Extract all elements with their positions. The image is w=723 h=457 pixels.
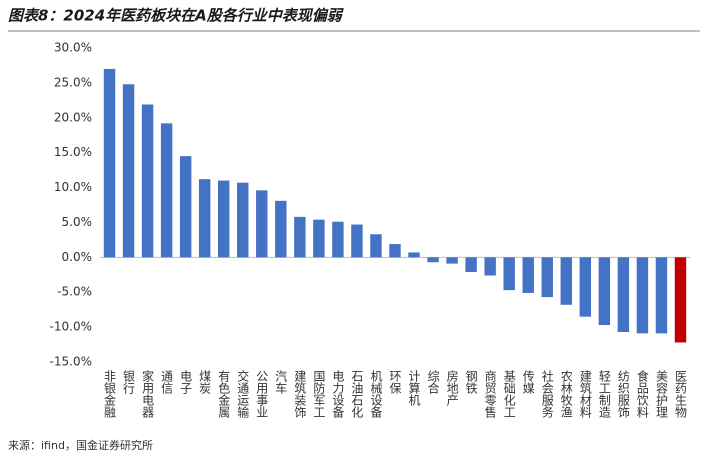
x-tick-label: 电力设备: [331, 370, 345, 419]
x-tick-label: 农林牧渔: [559, 370, 573, 418]
bar: [198, 179, 211, 258]
bar: [579, 257, 592, 317]
x-tick-label: 社会服务: [540, 369, 554, 418]
x-tick-label: 医药生物: [673, 370, 687, 418]
bar: [465, 257, 477, 272]
y-tick-label: 30.0%: [54, 41, 92, 55]
bar: [218, 180, 230, 258]
bar: [122, 84, 135, 258]
x-tick-label: 环保: [388, 370, 402, 394]
bar: [370, 234, 382, 258]
y-tick-label: 20.0%: [54, 110, 92, 124]
x-tick-label: 家用电器: [141, 369, 155, 419]
x-tick-label: 钢铁: [464, 370, 478, 394]
bar: [160, 123, 173, 258]
x-tick-label: 轻工制造: [597, 370, 611, 418]
bar: [256, 190, 268, 258]
y-tick-label: -10.0%: [50, 320, 92, 334]
x-tick-label: 交通运输: [236, 369, 250, 419]
bar: [617, 257, 630, 332]
x-tick-label: 建筑材料: [578, 370, 592, 418]
x-tick-label: 传媒: [521, 369, 535, 394]
x-tick-label: 汽车: [274, 369, 288, 395]
bar: [103, 68, 116, 258]
bar: [389, 244, 401, 258]
x-tick-label: 通信: [160, 370, 174, 395]
source-note: 来源：ifind，国金证券研究所: [8, 438, 153, 452]
x-tick-label: 纺织服饰: [616, 370, 630, 418]
x-tick-label: 基础化工: [502, 370, 516, 418]
bar: [655, 257, 668, 334]
bar: [598, 257, 611, 326]
x-tick-label: 商贸零售: [483, 369, 497, 418]
y-tick-label: 10.0%: [54, 180, 92, 194]
x-tick-label: 非银金融: [103, 370, 117, 419]
chart-title: 图表8：2024年医药板块在A股各行业中表现偏弱: [8, 7, 345, 25]
x-tick-label: 国防军工: [312, 370, 326, 418]
x-tick-label: 建筑装饰: [293, 370, 307, 418]
x-tick-label: 石油石化: [350, 370, 364, 419]
x-tick-label: 电子: [179, 370, 193, 394]
x-tick-label: 房地产: [445, 369, 459, 407]
x-tick-label: 煤炭: [198, 370, 212, 395]
bar: [179, 156, 192, 258]
y-tick-label: 0.0%: [62, 250, 93, 264]
x-tick-label: 公用事业: [255, 370, 269, 418]
y-tick-label: 25.0%: [54, 75, 92, 89]
x-tick-label: 机械设备: [369, 370, 383, 419]
bar: [636, 257, 649, 334]
bar: [427, 257, 439, 263]
bar: [237, 182, 249, 258]
y-tick-label: 15.0%: [54, 145, 92, 159]
bar: [446, 257, 458, 264]
x-tick-label: 计算机: [407, 370, 421, 406]
bar: [313, 219, 325, 258]
x-tick-label: 食品饮料: [635, 369, 649, 418]
y-tick-label: -15.0%: [50, 355, 92, 369]
bar: [275, 200, 287, 258]
bar: [294, 216, 306, 258]
y-tick-label: 5.0%: [62, 215, 93, 229]
x-tick-label: 有色金属: [217, 370, 231, 419]
bar: [503, 257, 515, 291]
y-tick-label: -5.0%: [57, 285, 92, 299]
bar: [141, 104, 154, 258]
bar: [541, 257, 553, 298]
x-tick-label: 银行: [122, 370, 136, 394]
bar: [408, 252, 420, 258]
bar: [560, 257, 572, 305]
bar: [332, 221, 344, 258]
bar: [674, 257, 687, 343]
x-tick-label: 美容护理: [654, 370, 668, 418]
bar: [522, 257, 534, 293]
bar: [484, 257, 496, 276]
bar: [351, 224, 363, 258]
x-tick-label: 综合: [426, 370, 440, 394]
